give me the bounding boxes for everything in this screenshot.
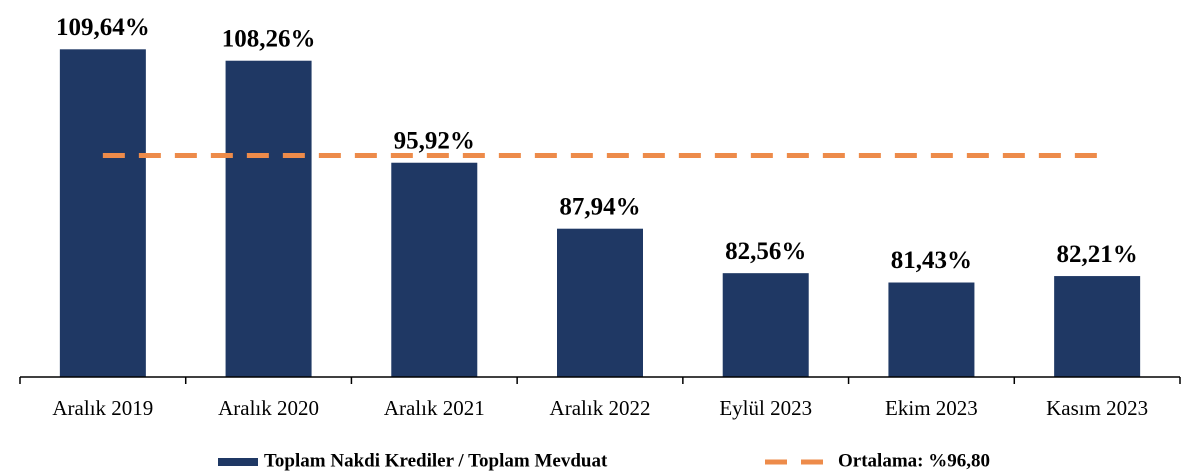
value-label: 109,64% bbox=[56, 14, 150, 41]
legend-swatch bbox=[218, 458, 258, 466]
x-tick-label: Aralık 2020 bbox=[218, 396, 319, 420]
x-tick-label: Kasım 2023 bbox=[1046, 396, 1148, 420]
bar bbox=[557, 228, 643, 377]
value-label: 82,21% bbox=[1057, 241, 1138, 268]
bar bbox=[391, 162, 478, 377]
value-label: 87,94% bbox=[559, 193, 640, 220]
bar bbox=[888, 282, 975, 377]
value-label: 95,92% bbox=[394, 127, 475, 154]
value-label: 81,43% bbox=[891, 247, 972, 274]
legend-label: Toplam Nakdi Krediler / Toplam Mevduat bbox=[264, 450, 608, 471]
x-tick-label: Aralık 2022 bbox=[550, 396, 651, 420]
legend-label: Ortalama: %96,80 bbox=[838, 450, 990, 471]
x-tick-label: Eylül 2023 bbox=[719, 396, 812, 420]
x-tick-label: Ekim 2023 bbox=[885, 396, 978, 420]
x-tick-label: Aralık 2021 bbox=[384, 396, 485, 420]
value-label: 108,26% bbox=[222, 25, 316, 52]
bar bbox=[59, 49, 146, 378]
bar bbox=[722, 273, 809, 377]
x-tick-label: Aralık 2019 bbox=[52, 396, 153, 420]
bar bbox=[1054, 276, 1141, 377]
bar bbox=[225, 60, 312, 377]
value-label: 82,56% bbox=[725, 238, 806, 265]
